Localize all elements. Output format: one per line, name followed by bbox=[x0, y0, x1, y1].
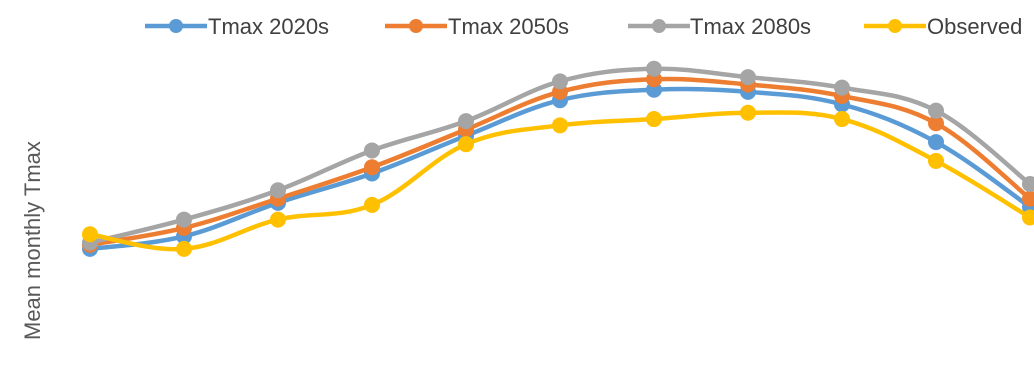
data-point-tmax-2080s-8 bbox=[740, 69, 756, 86]
legend-marker-tmax-2020s bbox=[169, 19, 183, 33]
data-point-tmax-2080s-10 bbox=[928, 102, 944, 119]
data-point-tmax-2080s-3 bbox=[270, 182, 286, 199]
data-point-tmax-2080s-5 bbox=[458, 113, 474, 130]
legend-item-tmax-2050s: Tmax 2050s bbox=[385, 14, 569, 39]
data-point-observed-9 bbox=[834, 111, 850, 128]
data-point-tmax-2020s-10 bbox=[928, 134, 944, 151]
series-tmax-2050s bbox=[82, 71, 1034, 253]
data-point-observed-4 bbox=[364, 196, 380, 213]
legend-item-tmax-2080s: Tmax 2080s bbox=[628, 14, 811, 39]
data-point-tmax-2080s-6 bbox=[552, 73, 568, 90]
legend-marker-tmax-2080s bbox=[652, 19, 666, 33]
data-point-observed-7 bbox=[646, 111, 662, 128]
legend: Tmax 2020s Tmax 2050s Tmax 2080s Observed bbox=[145, 14, 1022, 39]
data-point-observed-8 bbox=[740, 104, 756, 121]
data-point-tmax-2080s-2 bbox=[176, 211, 192, 228]
legend-marker-observed bbox=[888, 19, 902, 33]
series-line-tmax-2020s bbox=[87, 86, 1033, 252]
series-tmax-2080s bbox=[82, 60, 1034, 251]
series-observed bbox=[82, 104, 1034, 257]
data-point-observed-1 bbox=[82, 226, 98, 243]
data-point-tmax-2050s-4 bbox=[364, 159, 380, 176]
legend-marker-tmax-2050s bbox=[409, 19, 423, 33]
legend-item-tmax-2020s: Tmax 2020s bbox=[145, 14, 329, 39]
data-point-observed-5 bbox=[458, 136, 474, 153]
data-point-tmax-2080s-4 bbox=[364, 142, 380, 159]
plot-area bbox=[82, 60, 1034, 257]
data-point-observed-6 bbox=[552, 117, 568, 134]
legend-label-observed: Observed bbox=[927, 14, 1022, 39]
data-point-observed-2 bbox=[176, 240, 192, 257]
data-point-observed-11 bbox=[1022, 209, 1034, 226]
legend-label-tmax-2080s: Tmax 2080s bbox=[690, 14, 811, 39]
y-axis-label: Mean monthly Tmax bbox=[20, 141, 45, 340]
data-point-tmax-2050s-11 bbox=[1022, 190, 1034, 207]
data-point-tmax-2080s-11 bbox=[1022, 175, 1034, 192]
legend-item-observed: Observed bbox=[864, 14, 1022, 39]
data-point-tmax-2080s-9 bbox=[834, 79, 850, 96]
legend-label-tmax-2020s: Tmax 2020s bbox=[208, 14, 329, 39]
legend-label-tmax-2050s: Tmax 2050s bbox=[448, 14, 569, 39]
data-point-observed-10 bbox=[928, 152, 944, 169]
data-point-observed-3 bbox=[270, 211, 286, 228]
data-point-tmax-2050s-10 bbox=[928, 115, 944, 132]
data-point-tmax-2080s-7 bbox=[646, 60, 662, 77]
